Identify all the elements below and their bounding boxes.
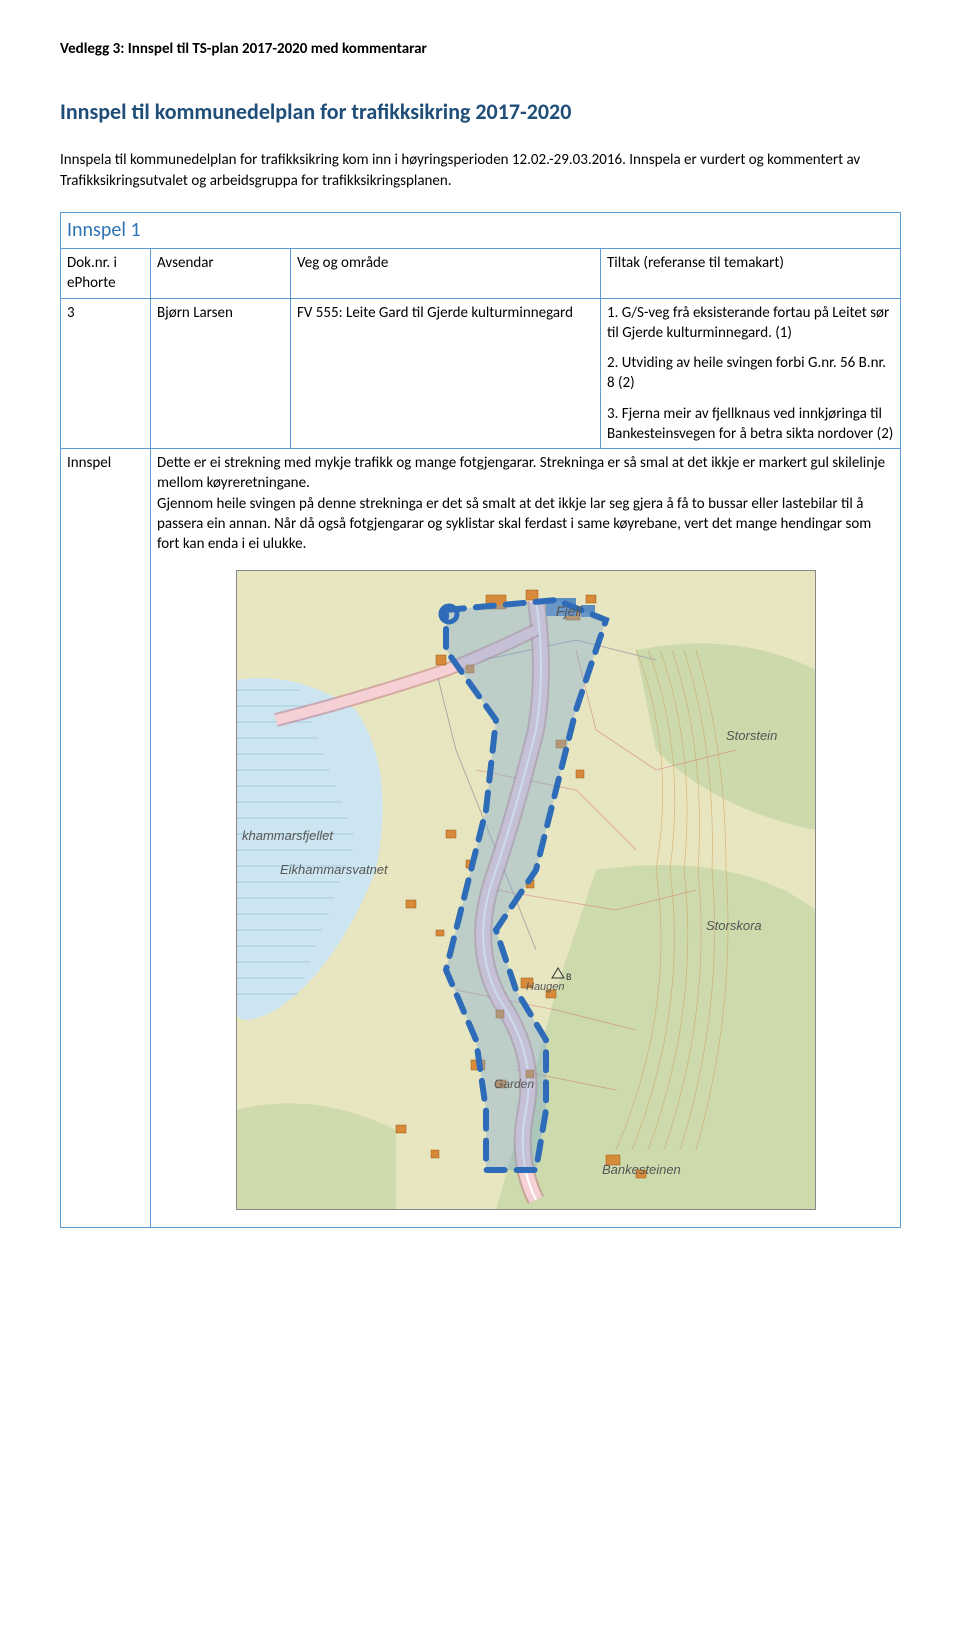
svg-text:Garden: Garden bbox=[494, 1077, 534, 1091]
tiltak-item-1: 1. G/S-veg frå eksisterande fortau på Le… bbox=[607, 303, 894, 344]
innspel-table: Innspel 1 Dok.nr. i ePhorte Avsendar Veg… bbox=[60, 212, 901, 1228]
table-row: 3 Bjørn Larsen FV 555: Leite Gard til Gj… bbox=[61, 298, 901, 449]
innspel-body-text: Dette er ei strekning med mykje trafikk … bbox=[157, 453, 894, 554]
cell-avsendar: Bjørn Larsen bbox=[151, 298, 291, 449]
tiltak-item-2: 2. Utviding av heile svingen forbi G.nr.… bbox=[607, 353, 894, 394]
intro-text: Innspela til kommunedelplan for trafikks… bbox=[60, 150, 900, 192]
cell-tiltak: 1. G/S-veg frå eksisterande fortau på Le… bbox=[601, 298, 901, 449]
tiltak-item-3: 3. Fjerna meir av fjellknaus ved innkjør… bbox=[607, 404, 894, 445]
table-header-row: Dok.nr. i ePhorte Avsendar Veg og område… bbox=[61, 249, 901, 299]
th-avsendar: Avsendar bbox=[151, 249, 291, 299]
map-figure: Fjell khammarsfjellet Eikhammarsvatnet Stor… bbox=[236, 570, 816, 1210]
th-doknr: Dok.nr. i ePhorte bbox=[61, 249, 151, 299]
th-veg: Veg og område bbox=[291, 249, 601, 299]
svg-text:Fjell: Fjell bbox=[556, 603, 583, 619]
svg-text:Haugen: Haugen bbox=[526, 981, 565, 993]
cell-innspel-label: Innspel bbox=[61, 449, 151, 1228]
cell-veg: FV 555: Leite Gard til Gjerde kulturminn… bbox=[291, 298, 601, 449]
map-container: Fjell khammarsfjellet Eikhammarsvatnet Stor… bbox=[157, 564, 894, 1216]
innspel-text-row: Innspel Dette er ei strekning med mykje … bbox=[61, 449, 901, 1228]
main-title: Innspel til kommunedelplan for trafikksi… bbox=[60, 98, 900, 125]
svg-text:Storstein: Storstein bbox=[726, 728, 777, 743]
svg-text:Storskora: Storskora bbox=[706, 918, 762, 933]
svg-text:Bankesteinen: Bankesteinen bbox=[602, 1162, 681, 1177]
th-tiltak: Tiltak (referanse til temakart) bbox=[601, 249, 901, 299]
cell-doknr: 3 bbox=[61, 298, 151, 449]
svg-text:Eikhammarsvatnet: Eikhammarsvatnet bbox=[280, 862, 389, 877]
section-header: Innspel 1 bbox=[61, 213, 901, 249]
section-header-row: Innspel 1 bbox=[61, 213, 901, 249]
svg-text:khammarsfjellet: khammarsfjellet bbox=[242, 828, 334, 843]
cell-innspel-body: Dette er ei strekning med mykje trafikk … bbox=[151, 449, 901, 1228]
svg-text:B: B bbox=[566, 970, 572, 983]
attachment-header: Vedlegg 3: Innspel til TS-plan 2017-2020… bbox=[60, 40, 900, 58]
